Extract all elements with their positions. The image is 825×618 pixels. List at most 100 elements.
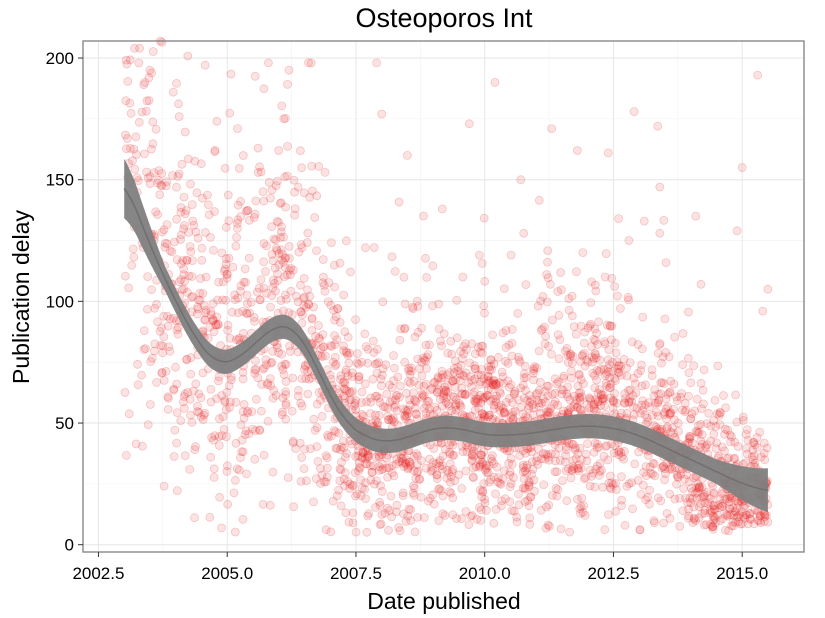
scatter-point [161, 181, 171, 191]
scatter-point [419, 513, 429, 522]
scatter-point [213, 319, 223, 329]
scatter-point [706, 421, 716, 431]
scatter-point [290, 210, 300, 220]
scatter-point [733, 512, 743, 521]
scatter-point [339, 341, 348, 351]
scatter-point [287, 406, 297, 416]
scatter-point [391, 391, 401, 401]
scatter-point [590, 348, 600, 358]
scatter-point [332, 444, 342, 453]
scatter-point [274, 217, 284, 227]
scatter-point [162, 220, 172, 230]
scatter-point [403, 377, 413, 386]
scatter-point [723, 425, 732, 435]
scatter-point [223, 499, 233, 509]
scatter-point [457, 389, 467, 399]
scatter-point [500, 494, 510, 504]
scatter-point [524, 404, 533, 413]
scatter-point [123, 134, 132, 143]
scatter-point [289, 502, 299, 512]
scatter-point [510, 406, 520, 416]
scatter-point [423, 396, 432, 406]
scatter-point [622, 363, 631, 373]
scatter-point [491, 394, 500, 404]
scatter-point [280, 359, 290, 369]
scatter-point [341, 368, 351, 377]
scatter-point [485, 365, 495, 375]
scatter-point [396, 453, 406, 463]
scatter-point [121, 96, 131, 106]
scatter-point [448, 376, 458, 386]
scatter-point [588, 468, 598, 478]
scatter-point [408, 488, 418, 498]
scatter-point [663, 402, 672, 412]
scatter-point [489, 518, 499, 528]
scatter-point [417, 389, 427, 399]
scatter-point [286, 263, 296, 273]
scatter-point [343, 371, 353, 381]
scatter-point [341, 508, 351, 518]
scatter-point [591, 464, 601, 474]
scatter-point [274, 260, 284, 270]
scatter-point [390, 266, 400, 276]
scatter-point [180, 127, 190, 137]
scatter-point [318, 272, 328, 282]
scatter-point [616, 304, 625, 313]
scatter-point [361, 494, 371, 504]
scatter-point [576, 509, 585, 518]
scatter-point [296, 307, 306, 317]
scatter-point [477, 258, 487, 268]
scatter-point [474, 250, 484, 260]
scatter-point [237, 447, 247, 457]
scatter-point [354, 462, 364, 472]
scatter-point [375, 520, 385, 530]
scatter-point [496, 501, 506, 511]
scatter-point [255, 295, 265, 305]
scatter-point [242, 309, 252, 319]
scatter-point [614, 447, 623, 457]
scatter-point [171, 362, 180, 372]
scatter-point [413, 513, 422, 522]
scatter-point [472, 514, 482, 524]
scatter-point [560, 457, 570, 467]
scatter-point [715, 503, 725, 513]
scatter-point [150, 346, 159, 356]
scatter-point [612, 398, 622, 408]
scatter-point [172, 79, 181, 88]
scatter-point [377, 465, 387, 475]
scatter-point [366, 393, 376, 403]
scatter-point [435, 484, 444, 494]
scatter-point [290, 187, 299, 197]
scatter-point [368, 336, 378, 346]
scatter-point [484, 461, 494, 471]
scatter-point [279, 257, 288, 267]
scatter-point [323, 297, 333, 307]
scatter-point [456, 346, 465, 356]
scatter-point [665, 514, 675, 523]
scatter-point [193, 302, 203, 312]
scatter-point [697, 404, 706, 414]
scatter-point [647, 365, 657, 375]
scatter-point [317, 411, 327, 421]
scatter-point [265, 193, 275, 203]
scatter-point [587, 352, 597, 362]
scatter-point [307, 325, 317, 335]
scatter-point [241, 277, 250, 287]
scatter-point [372, 368, 382, 378]
scatter-point [610, 441, 620, 451]
scatter-point [247, 407, 257, 417]
scatter-point [672, 396, 682, 406]
scatter-point [389, 402, 399, 412]
scatter-point [318, 278, 328, 288]
scatter-point [522, 463, 531, 473]
scatter-point [562, 343, 572, 353]
scatter-point [709, 429, 719, 439]
scatter-point [239, 399, 249, 409]
scatter-point [154, 166, 164, 176]
scatter-point [387, 415, 397, 425]
scatter-point [673, 472, 683, 481]
scatter-point [349, 480, 359, 490]
scatter-point [579, 474, 589, 484]
scatter-point [480, 308, 489, 318]
scatter-point [660, 314, 670, 324]
